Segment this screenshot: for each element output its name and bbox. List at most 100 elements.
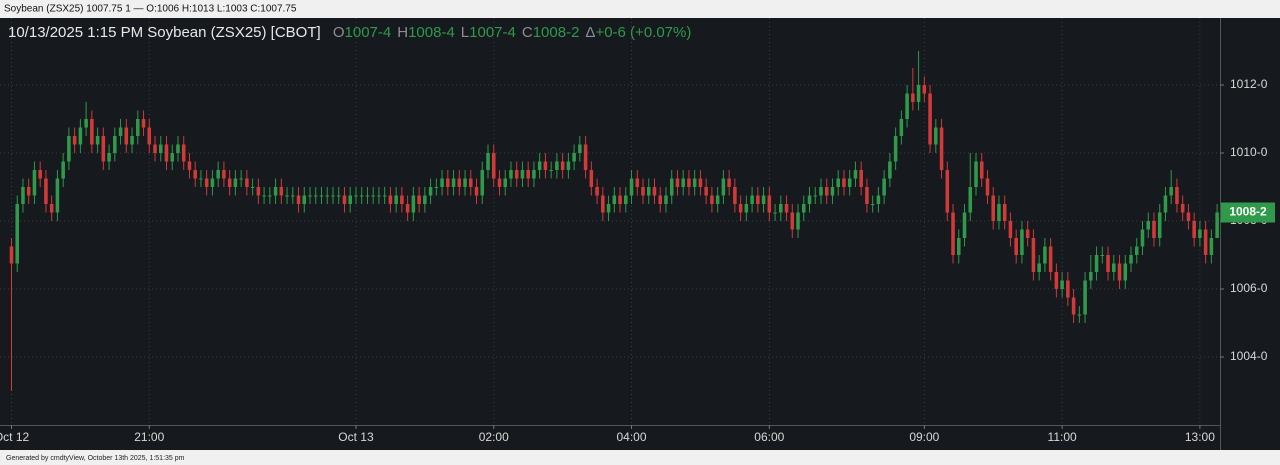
candle-body	[681, 178, 685, 187]
x-tick-label: 06:00	[754, 430, 784, 444]
candle-body	[1112, 263, 1116, 272]
candle-body	[15, 204, 20, 264]
header-key: H	[397, 24, 408, 41]
window-bar	[0, 0, 1280, 18]
candle-body	[761, 195, 766, 204]
candle-body	[767, 195, 772, 213]
candle-body	[273, 187, 278, 196]
candle-body	[635, 178, 640, 187]
candle-body	[1140, 229, 1145, 247]
candle-body	[669, 178, 674, 196]
candle-body	[801, 204, 806, 213]
candle-body	[750, 195, 754, 204]
candle-body	[279, 187, 284, 196]
x-tick-label: 02:00	[479, 430, 509, 444]
candle-body	[325, 195, 330, 197]
candle-body	[1146, 221, 1151, 230]
candle-body	[457, 178, 462, 187]
candle-body	[67, 136, 71, 162]
candle-body	[38, 170, 42, 179]
candle-body	[187, 161, 192, 170]
candle-body	[537, 161, 542, 170]
candle-body	[423, 195, 427, 204]
candle-body	[888, 161, 892, 179]
candle-body	[153, 144, 157, 153]
candle-body	[733, 187, 737, 204]
header-key: O	[333, 24, 345, 41]
y-tick-label: 1006-0	[1230, 281, 1268, 295]
candle-body	[124, 127, 129, 145]
candle-body	[1134, 246, 1139, 255]
candle-body	[1094, 255, 1099, 272]
candle-body	[727, 178, 731, 187]
candle-body	[1163, 195, 1168, 213]
candle-body	[756, 195, 760, 204]
candle-body	[1025, 229, 1030, 238]
candle-body	[268, 195, 272, 197]
candle-body	[158, 144, 163, 153]
candle-body	[331, 195, 335, 197]
candle-body	[560, 161, 565, 170]
candle-body	[830, 187, 835, 196]
candle-body	[853, 170, 858, 179]
candle-body	[911, 93, 915, 102]
candle-body	[779, 204, 783, 213]
candle-body	[285, 195, 289, 197]
candle-body	[583, 144, 588, 170]
candle-body	[1123, 263, 1128, 281]
candle-body	[1008, 221, 1013, 238]
candle-body	[21, 187, 25, 204]
candle-body	[451, 178, 456, 187]
candle-body	[291, 195, 295, 197]
candle-body	[101, 136, 106, 162]
candle-body	[44, 178, 48, 204]
x-tick-label: Oct 13	[338, 430, 374, 444]
candle-body	[514, 170, 519, 179]
candle-body	[491, 153, 496, 179]
y-tick-label: 1012-0	[1230, 77, 1268, 91]
candle-body	[1037, 263, 1041, 272]
candle-body	[629, 178, 634, 196]
candle-body	[405, 204, 410, 213]
x-tick-label: 13:00	[1185, 430, 1215, 444]
candle-body	[985, 178, 990, 196]
candle-body	[710, 195, 714, 204]
candle-body	[1083, 280, 1087, 315]
candle-body	[859, 170, 863, 187]
candle-body	[624, 195, 628, 204]
candle-body	[842, 178, 846, 187]
candle-body	[136, 119, 140, 136]
header-value: +0-6 (+0.07%)	[595, 24, 691, 41]
candle-body	[578, 144, 582, 153]
candle-body	[199, 178, 203, 180]
candle-body	[1117, 263, 1122, 281]
candle-body	[262, 195, 266, 197]
candle-body	[520, 170, 525, 179]
candle-body	[216, 170, 220, 179]
candle-body	[49, 204, 54, 213]
candle-body	[934, 127, 938, 145]
candle-body	[526, 170, 530, 179]
candle-body	[417, 195, 421, 204]
candle-body	[1014, 238, 1018, 255]
candle-body	[313, 195, 318, 197]
candle-body	[589, 170, 594, 187]
window-title: Soybean (ZSX25) 1007.75 1 — O:1006 H:101…	[4, 4, 297, 15]
candle-body	[256, 187, 261, 196]
candle-body	[721, 178, 726, 196]
candle-body	[572, 153, 576, 162]
candle-body	[210, 178, 215, 187]
chart-background	[0, 18, 1280, 450]
candle-body	[962, 212, 967, 238]
candle-body	[336, 195, 341, 197]
candle-body	[847, 178, 852, 187]
candle-body	[543, 161, 548, 170]
candle-body	[1089, 272, 1093, 281]
candle-body	[658, 195, 663, 204]
candle-body	[928, 93, 932, 145]
candle-body	[796, 212, 800, 230]
chart-header: 10/13/2025 1:15 PM Soybean (ZSX25) [CBOT…	[8, 24, 691, 41]
candle-body	[824, 187, 829, 196]
candle-body	[107, 153, 111, 162]
candle-body	[181, 144, 186, 162]
